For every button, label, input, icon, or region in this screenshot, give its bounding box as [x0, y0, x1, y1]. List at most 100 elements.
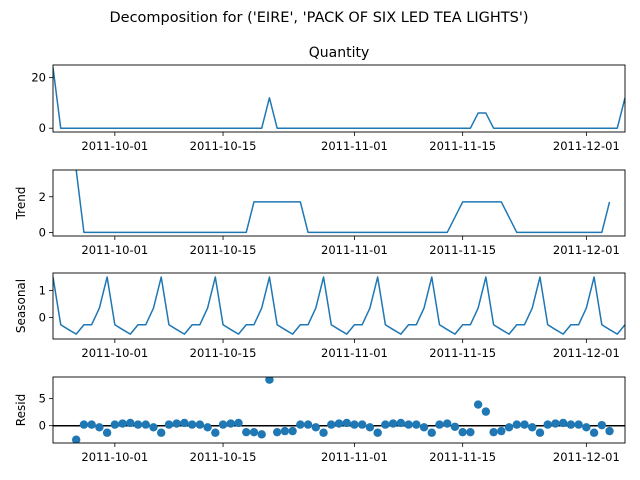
x-tick-label: 2011-12-01: [553, 450, 620, 464]
panel-2: 2011-10-01 2011-10-15 2011-11-01 2011-11-15…: [14, 169, 626, 257]
residual-point: [574, 420, 583, 429]
x-tick-label: 2011-12-01: [553, 346, 620, 360]
x-tick-label: 2011-11-15: [429, 346, 496, 360]
residual-point: [102, 428, 112, 437]
y-tick-label: 0: [39, 419, 46, 433]
residual-point: [388, 419, 398, 428]
y-tick-label: 1: [39, 284, 46, 298]
panel-4: 2011-10-01 2011-10-15 2011-11-01 2011-11-15…: [14, 376, 626, 464]
plot-area: [53, 67, 625, 129]
residual-point: [118, 419, 127, 428]
x-tick-label: 2011-10-15: [190, 243, 257, 257]
residual-point: [381, 420, 390, 429]
x-tick-label: 2011-12-01: [553, 139, 620, 153]
residual-point: [427, 428, 436, 437]
residual-point: [520, 420, 529, 429]
plot-area: [75, 170, 611, 234]
axes-frame: [52, 376, 626, 444]
residual-point: [589, 428, 599, 437]
residual-point: [234, 418, 243, 428]
residual-point: [249, 427, 259, 437]
residual-point: [443, 419, 452, 428]
series-line: [53, 276, 625, 335]
residual-point: [87, 420, 96, 429]
residual-point: [435, 420, 444, 429]
y-axis-label: Trend: [14, 187, 28, 221]
residual-point: [157, 428, 166, 437]
residual-point: [512, 420, 521, 429]
residual-point: [373, 428, 382, 437]
y-tick-label: 2: [39, 190, 46, 204]
figure-suptitle: Decomposition for ('EIRE', 'PACK OF SIX …: [109, 10, 528, 26]
residual-point: [481, 407, 491, 416]
residual-point: [195, 420, 205, 429]
residual-point: [110, 420, 120, 429]
x-tick-label: 2011-12-01: [553, 243, 620, 257]
residual-point: [489, 427, 498, 437]
residual-point: [396, 418, 406, 428]
y-tick-label: 5: [39, 392, 46, 406]
x-tick-label: 2011-11-01: [321, 243, 388, 257]
y-tick-label: 20: [31, 71, 46, 85]
plot-area: [53, 377, 625, 443]
residual-point: [419, 423, 429, 432]
residual-point: [365, 423, 375, 432]
x-tick-label: 2011-11-15: [429, 450, 496, 464]
residual-point: [141, 420, 150, 429]
residual-point: [218, 420, 228, 429]
residual-point: [311, 423, 321, 432]
series-line: [75, 170, 611, 234]
residual-point: [597, 420, 607, 430]
residual-point: [582, 423, 591, 432]
residual-point: [605, 426, 614, 436]
residual-point: [242, 427, 251, 437]
x-tick-label: 2011-10-15: [190, 450, 257, 464]
residual-point: [350, 420, 359, 429]
residual-point: [357, 420, 367, 429]
residual-point: [280, 426, 290, 436]
y-axis-label: Seasonal: [14, 279, 28, 333]
x-tick-label: 2011-10-01: [81, 243, 148, 257]
residual-point: [497, 426, 506, 436]
residual-point: [71, 435, 81, 443]
residual-point: [558, 418, 568, 428]
residual-point: [203, 423, 212, 432]
x-tick-label: 2011-11-15: [429, 139, 496, 153]
residual-point: [504, 423, 514, 432]
residual-point: [466, 427, 475, 437]
residual-point: [133, 420, 143, 429]
residual-point: [272, 427, 282, 437]
residual-point: [458, 427, 467, 437]
residual-point: [95, 423, 104, 432]
x-tick-label: 2011-10-01: [81, 346, 148, 360]
residual-point: [126, 418, 135, 428]
residual-point: [327, 420, 336, 429]
residual-point: [187, 420, 197, 429]
residual-point: [342, 418, 351, 428]
residual-point: [334, 419, 344, 428]
axes-frame: [52, 64, 626, 133]
residual-point: [473, 400, 483, 409]
x-tick-label: 2011-11-01: [321, 139, 388, 153]
x-tick-label: 2011-10-01: [81, 139, 148, 153]
axes-frame: [52, 272, 626, 340]
residual-point: [319, 428, 328, 437]
x-tick-label: 2011-11-15: [429, 243, 496, 257]
residual-point: [303, 420, 313, 429]
residual-point: [551, 419, 560, 428]
residual-point: [412, 420, 421, 429]
residual-point: [543, 420, 552, 429]
x-tick-label: 2011-10-15: [190, 346, 257, 360]
residual-point: [535, 428, 545, 437]
panel-title: Quantity: [309, 45, 370, 61]
x-tick-label: 2011-11-01: [321, 346, 388, 360]
residual-point: [296, 420, 305, 429]
x-tick-label: 2011-10-15: [190, 139, 257, 153]
y-tick-label: 0: [39, 310, 46, 324]
residual-point: [172, 419, 181, 428]
x-tick-label: 2011-10-01: [81, 450, 148, 464]
residual-point: [180, 418, 189, 428]
residual-point: [450, 422, 460, 431]
